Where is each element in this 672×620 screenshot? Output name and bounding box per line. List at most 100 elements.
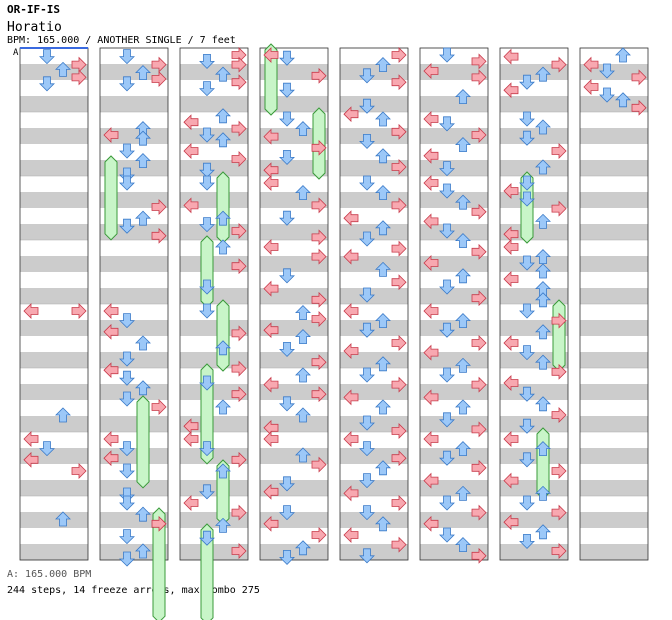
right-arrow-icon [311, 67, 327, 84]
down-arrow-icon [439, 183, 455, 199]
column-border [179, 47, 249, 561]
left-arrow-icon [183, 197, 199, 214]
left-arrow-icon [423, 344, 439, 361]
up-arrow-icon [535, 159, 551, 175]
left-arrow-icon [423, 303, 439, 319]
up-arrow-icon [215, 517, 231, 533]
right-arrow-icon [231, 223, 247, 239]
column-border [259, 47, 329, 561]
right-arrow-icon [311, 354, 327, 371]
up-arrow-icon [215, 66, 231, 82]
stripe [260, 192, 328, 208]
down-arrow-icon [199, 530, 215, 546]
stripe [420, 544, 488, 560]
right-arrow-icon [151, 199, 167, 215]
stripe [500, 96, 568, 112]
down-arrow-icon [199, 484, 215, 500]
down-arrow-icon [439, 495, 455, 511]
right-arrow-icon [551, 200, 567, 217]
stripe [580, 384, 648, 400]
down-arrow-icon [439, 367, 455, 383]
up-arrow-icon [375, 261, 391, 277]
up-arrow-icon [455, 89, 471, 104]
left-arrow-icon [263, 431, 279, 447]
right-arrow-icon [471, 127, 487, 143]
down-arrow-icon [439, 450, 455, 466]
stripe [420, 192, 488, 208]
stripe [420, 160, 488, 176]
down-arrow-icon [119, 143, 135, 159]
down-arrow-icon [359, 367, 375, 383]
up-arrow-icon [455, 357, 471, 373]
left-arrow-icon [503, 82, 519, 99]
stripe [500, 384, 568, 400]
up-arrow-icon [135, 380, 151, 396]
down-arrow-icon [199, 441, 215, 457]
right-arrow-icon [471, 376, 487, 393]
column-border [499, 47, 569, 561]
up-arrow-icon [215, 210, 231, 226]
left-arrow-icon [423, 213, 439, 230]
chart-column [99, 47, 169, 561]
right-arrow-icon [231, 151, 247, 167]
up-arrow-icon [455, 441, 471, 457]
down-arrow-icon [119, 351, 135, 367]
down-arrow-icon [119, 551, 135, 567]
up-arrow-icon [55, 61, 71, 77]
stripe [260, 544, 328, 560]
right-arrow-icon [311, 248, 327, 265]
right-arrow-icon [471, 421, 487, 438]
stripe [20, 480, 88, 496]
up-arrow-icon [375, 220, 391, 236]
right-arrow-icon [391, 423, 407, 439]
right-arrow-icon [311, 229, 327, 246]
left-arrow-icon [503, 514, 519, 531]
stripe [180, 288, 248, 304]
chart-info: BPM: 165.000 / ANOTHER SINGLE / 7 feet [7, 35, 236, 46]
stripe [20, 544, 88, 560]
right-arrow-icon [471, 243, 487, 260]
left-arrow-icon [503, 335, 519, 351]
up-arrow-icon [295, 121, 311, 137]
down-arrow-icon [359, 287, 375, 303]
down-arrow-icon [359, 441, 375, 457]
up-arrow-icon [135, 130, 151, 146]
left-arrow-icon [103, 362, 119, 379]
stripe [20, 352, 88, 368]
stripe [100, 352, 168, 368]
down-arrow-icon [199, 81, 215, 97]
stripe [180, 128, 248, 144]
down-arrow-icon [119, 218, 135, 234]
stripe [100, 288, 168, 304]
stripe [580, 96, 648, 112]
left-arrow-icon [423, 175, 439, 191]
stripe [100, 256, 168, 272]
stripe [100, 96, 168, 112]
stripe [500, 288, 568, 304]
column-border [339, 47, 409, 561]
left-arrow-icon [503, 271, 519, 287]
freeze-arrow-icon [200, 523, 214, 620]
left-arrow-icon [423, 63, 439, 79]
up-arrow-icon [455, 233, 471, 249]
up-arrow-icon [375, 57, 391, 72]
left-arrow-icon [183, 114, 199, 131]
right-arrow-icon [311, 197, 327, 214]
right-arrow-icon [391, 274, 407, 291]
down-arrow-icon [279, 210, 295, 226]
down-arrow-icon [119, 370, 135, 386]
stripe [20, 160, 88, 176]
stripe [420, 96, 488, 112]
left-arrow-icon [423, 147, 439, 164]
stripe [580, 256, 648, 272]
stripe [20, 384, 88, 400]
up-arrow-icon [375, 148, 391, 164]
right-arrow-icon [151, 56, 167, 73]
left-arrow-icon [263, 47, 279, 63]
left-arrow-icon [103, 450, 119, 467]
stripe [420, 320, 488, 336]
down-arrow-icon [199, 279, 215, 295]
left-arrow-icon [343, 248, 359, 265]
stripe [20, 128, 88, 144]
up-arrow-icon [535, 354, 551, 370]
